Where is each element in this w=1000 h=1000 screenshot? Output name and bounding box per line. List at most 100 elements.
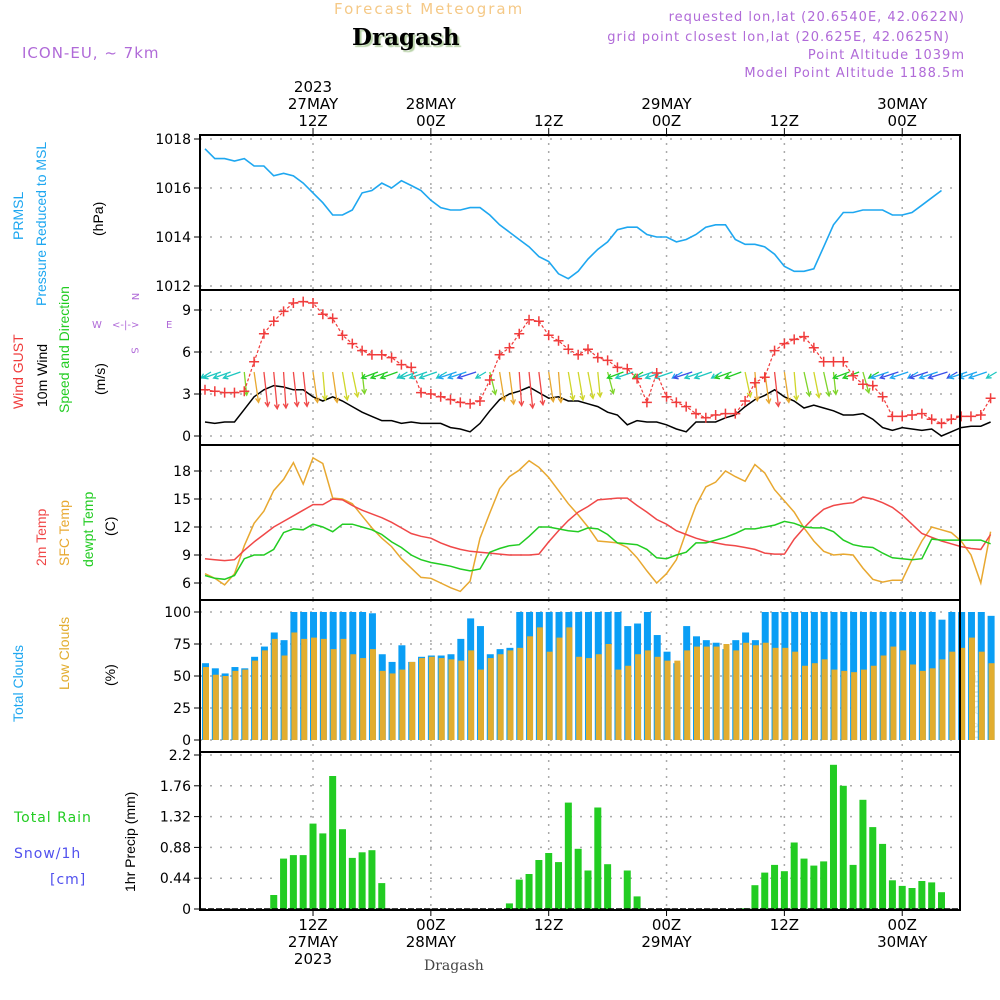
temp-2m-line bbox=[204, 496, 992, 562]
wind-arrow-head bbox=[360, 373, 367, 380]
gust-marker bbox=[956, 411, 967, 422]
gust-marker bbox=[622, 363, 633, 374]
wind-arrow-head bbox=[293, 401, 300, 408]
low-cloud-bar bbox=[203, 667, 209, 740]
low-cloud-bar bbox=[939, 659, 946, 740]
wind-arrow-head bbox=[793, 395, 800, 402]
wind-arrow-head bbox=[333, 397, 340, 404]
wind-arrow bbox=[711, 371, 722, 379]
gust-marker bbox=[789, 334, 800, 345]
gust-marker bbox=[838, 356, 849, 367]
precip-bar bbox=[829, 764, 837, 909]
low-cloud-bar bbox=[487, 658, 494, 740]
gust-marker bbox=[347, 338, 358, 349]
gust-marker bbox=[543, 330, 554, 341]
wind-arrow bbox=[842, 371, 860, 379]
gust-marker bbox=[268, 316, 279, 327]
wind-arrow bbox=[361, 371, 366, 394]
gust-marker bbox=[985, 393, 996, 404]
wind-arrow-head bbox=[303, 401, 310, 408]
low-cloud-bar bbox=[959, 647, 966, 740]
gust-marker bbox=[671, 397, 682, 408]
precip-bar bbox=[535, 860, 543, 909]
gust-marker bbox=[200, 384, 210, 395]
wind-arrow bbox=[475, 371, 487, 379]
top-time-label: 27MAY bbox=[288, 95, 339, 113]
wind-arrow-head bbox=[539, 399, 546, 407]
station-name: Dragash bbox=[352, 24, 460, 51]
wind-arrow bbox=[694, 371, 713, 379]
wind-arrow-head bbox=[815, 392, 822, 399]
requested-coords: requested lon,lat (20.6540E, 42.0622N) bbox=[668, 10, 965, 25]
gust-marker bbox=[524, 314, 535, 325]
wind-arrow-head bbox=[579, 395, 586, 402]
wind-arrow bbox=[909, 371, 929, 379]
wind-arrow-head bbox=[785, 397, 792, 404]
top-time-label: 28MAY bbox=[406, 95, 457, 113]
low-cloud-bar bbox=[841, 670, 848, 740]
wind-arrow bbox=[361, 371, 379, 379]
gust-marker bbox=[681, 401, 692, 412]
gust-marker bbox=[661, 391, 672, 402]
wind-arrow bbox=[508, 371, 515, 405]
label-snow: Snow/1h bbox=[14, 846, 82, 862]
precip-bar bbox=[280, 858, 288, 909]
y-tick-label: 6 bbox=[182, 576, 191, 592]
low-cloud-bar bbox=[369, 649, 376, 740]
low-cloud-bar bbox=[409, 661, 416, 740]
low-cloud-bar bbox=[458, 660, 465, 740]
wind-arrow bbox=[332, 371, 338, 403]
wind-arrow bbox=[292, 371, 298, 407]
low-cloud-bar bbox=[379, 670, 386, 740]
top-time-label: 12Z bbox=[298, 112, 327, 130]
precip-bar bbox=[633, 896, 641, 909]
bottom-time-label: 12Z bbox=[298, 916, 327, 934]
wind-arrow-head bbox=[222, 373, 229, 380]
low-cloud-bar bbox=[674, 660, 681, 740]
wind-arrow-head bbox=[908, 373, 915, 380]
gust-marker bbox=[720, 408, 731, 419]
wind-arrow-head bbox=[948, 373, 955, 380]
wind-arrow bbox=[538, 371, 544, 405]
precip-bar bbox=[319, 833, 327, 909]
precip-bar bbox=[938, 892, 945, 909]
wind-arrow bbox=[370, 371, 388, 379]
wind-arrow bbox=[635, 371, 654, 379]
wind-arrow-head bbox=[832, 373, 839, 380]
top-time-label: 2023 bbox=[294, 78, 332, 96]
precip-bar bbox=[761, 872, 769, 909]
bottom-time-label: 29MAY bbox=[641, 933, 692, 951]
wind-arrow-head bbox=[805, 391, 812, 398]
low-cloud-bar bbox=[684, 650, 691, 740]
wind-arrow bbox=[949, 371, 968, 379]
wind-arrow bbox=[253, 371, 260, 403]
wind-arrow bbox=[380, 371, 398, 379]
panel-frame bbox=[199, 444, 961, 601]
top-time-label: 00Z bbox=[888, 112, 917, 130]
low-cloud-bar bbox=[330, 649, 337, 740]
gust-marker bbox=[484, 375, 495, 385]
gust-marker bbox=[740, 396, 751, 406]
low-cloud-bar bbox=[625, 665, 632, 740]
wind-arrow-head bbox=[596, 391, 603, 399]
wind-arrow bbox=[725, 371, 742, 379]
precip-bar bbox=[329, 776, 337, 909]
compass-e: E bbox=[166, 320, 173, 331]
precip-bar bbox=[898, 885, 906, 909]
sfc-temp-line bbox=[204, 456, 992, 593]
wind-arrow bbox=[879, 371, 899, 379]
low-cloud-bar bbox=[468, 650, 475, 740]
low-cloud-bar bbox=[517, 647, 524, 740]
gust-marker bbox=[926, 414, 937, 425]
low-cloud-bar bbox=[507, 650, 514, 740]
gust-marker bbox=[602, 355, 613, 366]
low-cloud-bar bbox=[428, 656, 435, 740]
low-cloud-bar bbox=[340, 638, 347, 740]
top-time-label: 29MAY bbox=[641, 95, 692, 113]
precip-bar bbox=[780, 871, 788, 909]
wind-arrow bbox=[823, 371, 830, 397]
gust-marker bbox=[887, 411, 898, 422]
low-cloud-bar bbox=[723, 644, 730, 740]
wind-arrow bbox=[754, 371, 758, 401]
chart-title: Forecast Meteogram bbox=[334, 0, 525, 18]
